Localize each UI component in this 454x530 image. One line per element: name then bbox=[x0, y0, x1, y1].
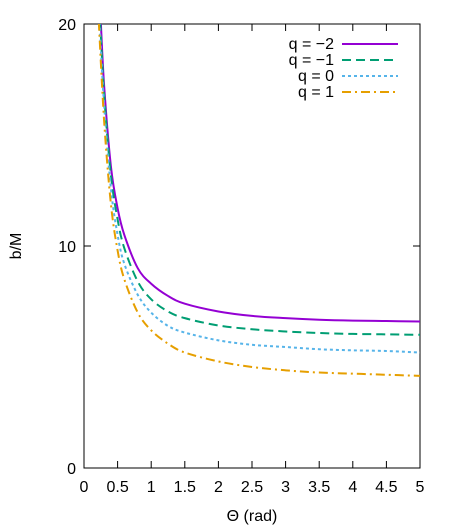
legend-label: q = −2 bbox=[289, 36, 334, 53]
series-line bbox=[97, 24, 420, 377]
legend-label: q = 0 bbox=[298, 68, 334, 85]
x-tick-label: 2 bbox=[214, 479, 223, 496]
x-tick-label: 4 bbox=[348, 479, 357, 496]
legend: q = −2q = −1q = 0q = 1 bbox=[289, 36, 398, 101]
x-tick-label: 0.5 bbox=[106, 479, 128, 496]
series-group bbox=[97, 24, 420, 377]
x-tick-label: 3 bbox=[281, 479, 290, 496]
x-tick-label: 0 bbox=[80, 479, 89, 496]
series-line bbox=[98, 24, 420, 354]
y-tick-label: 20 bbox=[58, 17, 76, 34]
series-line bbox=[99, 24, 420, 323]
x-tick-label: 1 bbox=[147, 479, 156, 496]
legend-label: q = −1 bbox=[289, 52, 334, 69]
y-tick-label: 10 bbox=[58, 239, 76, 256]
x-tick-label: 1.5 bbox=[174, 479, 196, 496]
plot-frame bbox=[83, 23, 421, 469]
ticks: 0 0.5 1 1.5 2 2.5 3 3.5 4 4.5 5 0 10 20 bbox=[58, 17, 424, 496]
x-tick-label: 5 bbox=[416, 479, 425, 496]
y-axis-label: b/M bbox=[8, 233, 25, 260]
y-tick-label: 0 bbox=[67, 461, 76, 478]
series-line bbox=[99, 24, 420, 336]
x-tick-label: 4.5 bbox=[375, 479, 397, 496]
x-tick-label: 2.5 bbox=[241, 479, 263, 496]
x-axis-label: Θ (rad) bbox=[227, 508, 278, 525]
x-tick-label: 3.5 bbox=[308, 479, 330, 496]
legend-label: q = 1 bbox=[298, 84, 334, 101]
